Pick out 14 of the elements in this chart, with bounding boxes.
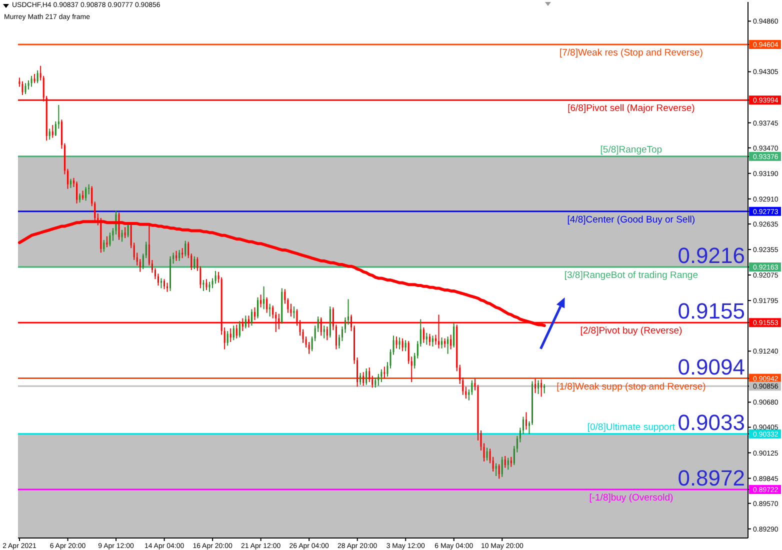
ref-line-label: [-1/8]buy (Oversold) bbox=[589, 492, 674, 504]
ref-line-label: [2/8]Pivot buy (Reverse) bbox=[580, 326, 682, 337]
ref-line-label: [3/8]RangeBot of trading Range bbox=[564, 270, 698, 281]
ref-line-label: [1/8]Weak supp (stop and Reverse) bbox=[556, 381, 706, 392]
ref-line-label: [6/8]Pivot sell (Major Reverse) bbox=[568, 103, 695, 114]
ref-line-label: [4/8]Center (Good Buy or Sell) bbox=[567, 214, 696, 226]
ref-line-label: [5/8]RangeTop bbox=[600, 144, 662, 156]
annotation: 0.9155 bbox=[678, 298, 745, 324]
annotation: 0.9033 bbox=[678, 410, 745, 435]
ref-line-label: [7/8]Weak res (Stop and Reverse) bbox=[559, 47, 703, 58]
ref-line-label: [0/8]Ultimate support bbox=[587, 422, 676, 433]
annotation: 0.9216 bbox=[678, 242, 745, 268]
annotation: 0.9094 bbox=[678, 354, 745, 380]
annotation: 0.8972 bbox=[678, 466, 745, 491]
